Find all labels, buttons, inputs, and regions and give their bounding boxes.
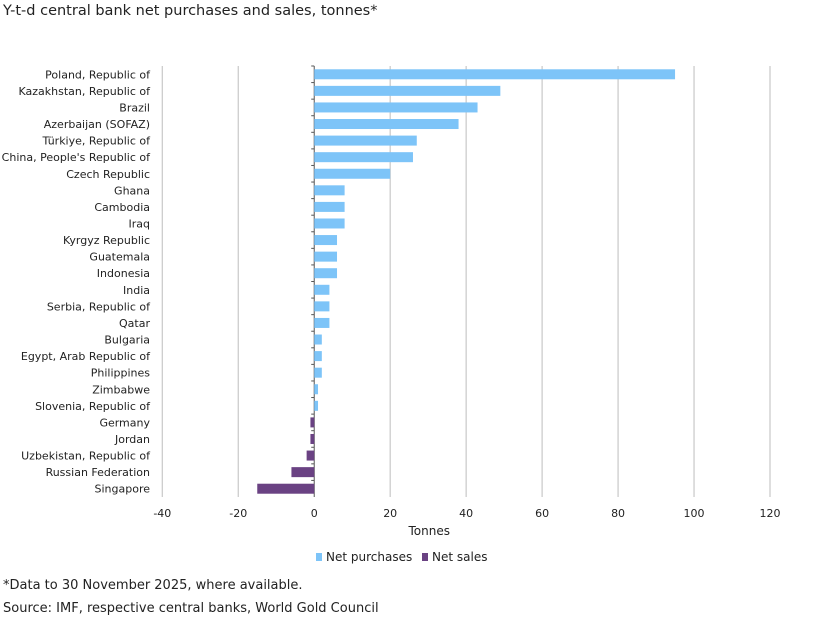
- y-category-label: Cambodia: [94, 201, 150, 214]
- chart-title: Y-t-d central bank net purchases and sal…: [3, 3, 378, 19]
- y-category-label: Serbia, Republic of: [47, 300, 151, 313]
- x-tick-label: 80: [611, 507, 625, 520]
- x-tick-label: 20: [383, 507, 397, 520]
- y-category-label: Indonesia: [97, 267, 150, 280]
- y-category-label: Russian Federation: [46, 466, 150, 479]
- x-tick-label: 120: [760, 507, 781, 520]
- bar: [314, 102, 478, 113]
- y-category-label: Bulgaria: [104, 334, 150, 347]
- y-category-label: Kazakhstan, Republic of: [19, 85, 152, 98]
- x-tick-label: -20: [229, 507, 247, 520]
- y-category-label: Azerbaijan (SOFAZ): [44, 118, 150, 131]
- bar: [314, 284, 330, 295]
- x-tick-label: 60: [535, 507, 549, 520]
- x-axis-label: Tonnes: [407, 524, 449, 538]
- y-category-label: Zimbabwe: [92, 383, 150, 396]
- y-category-label: Ghana: [114, 184, 150, 197]
- bar: [291, 467, 315, 478]
- bar: [306, 450, 315, 461]
- bar: [314, 119, 459, 130]
- y-category-label: Uzbekistan, Republic of: [21, 450, 151, 463]
- y-category-label: Kyrgyz Republic: [63, 234, 150, 247]
- bar: [314, 317, 330, 328]
- x-tick-label: -40: [153, 507, 171, 520]
- bar: [314, 218, 345, 229]
- bar: [314, 69, 676, 80]
- bar: [314, 235, 338, 246]
- bar: [314, 135, 417, 146]
- legend-swatch: [422, 553, 428, 561]
- bar: [314, 201, 345, 212]
- bar: [314, 351, 322, 362]
- y-category-label: Czech Republic: [66, 168, 150, 181]
- x-tick-label: 0: [311, 507, 318, 520]
- y-category-label: Iraq: [129, 217, 151, 230]
- bar: [257, 483, 315, 494]
- y-category-label: Jordan: [114, 433, 150, 446]
- source-note: Source: IMF, respective central banks, W…: [3, 601, 379, 616]
- y-category-label: Singapore: [95, 483, 151, 496]
- legend-swatch: [316, 553, 322, 561]
- footnote: *Data to 30 November 2025, where availab…: [3, 578, 303, 593]
- bar: [314, 301, 330, 312]
- bar: [314, 85, 501, 96]
- bar: [314, 185, 345, 196]
- bar: [314, 334, 322, 345]
- y-category-label: India: [123, 284, 150, 297]
- y-category-label: Slovenia, Republic of: [35, 400, 151, 413]
- x-tick-label: 40: [459, 507, 473, 520]
- bar: [314, 367, 322, 378]
- y-category-label: China, People's Republic of: [2, 151, 151, 164]
- bar: [314, 251, 338, 262]
- bar: [314, 152, 413, 163]
- y-category-label: Guatemala: [89, 251, 150, 264]
- legend-label: Net purchases: [326, 550, 412, 564]
- bar: [314, 268, 338, 279]
- legend-label: Net sales: [432, 550, 487, 564]
- y-category-label: Türkiye, Republic of: [41, 135, 151, 148]
- x-tick-label: 100: [684, 507, 705, 520]
- bar: [310, 433, 315, 444]
- bar: [314, 400, 319, 411]
- y-category-label: Philippines: [91, 367, 151, 380]
- y-category-label: Poland, Republic of: [45, 68, 151, 81]
- bar: [310, 417, 315, 428]
- bar: [314, 168, 391, 179]
- y-category-label: Egypt, Arab Republic of: [21, 350, 151, 363]
- y-category-label: Brazil: [119, 101, 150, 114]
- y-category-label: Qatar: [119, 317, 150, 330]
- bar: [314, 384, 319, 395]
- y-category-label: Germany: [99, 416, 150, 429]
